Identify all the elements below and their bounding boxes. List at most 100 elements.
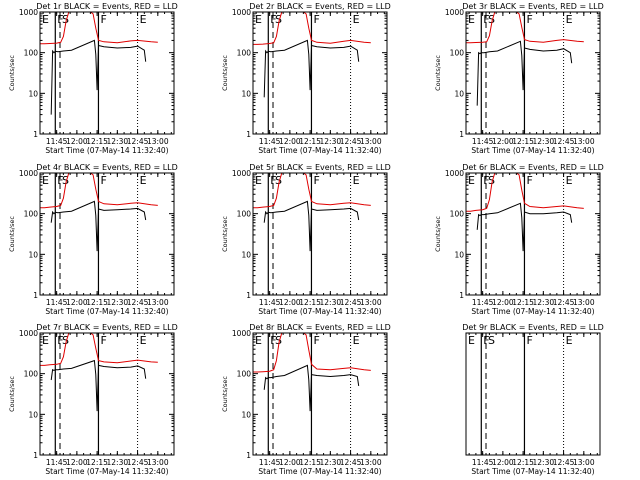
plot-frame (465, 172, 601, 296)
x-tick-label: 12:00 (279, 298, 301, 307)
marker-label-3: S (275, 174, 282, 187)
marker-label-4: F (100, 13, 106, 26)
y-tick-label: 1000 (232, 8, 251, 17)
x-tick-label: 13:00 (573, 458, 595, 467)
series-line-events (263, 39, 360, 98)
y-axis-label: Counts/sec (8, 216, 16, 252)
marker-label-4: F (100, 174, 106, 187)
x-tick-label: 13:00 (360, 458, 382, 467)
x-tick-label: 13:00 (147, 137, 169, 146)
x-tick-label: 12:30 (533, 137, 555, 146)
x-tick-label: 12:15 (86, 298, 108, 307)
x-tick-label: 13:00 (360, 298, 382, 307)
marker-label-1: E (42, 13, 49, 26)
marker-label-5: E (353, 334, 360, 347)
x-tick-label: 12:30 (107, 458, 129, 467)
x-tick-label: 12:45 (553, 298, 575, 307)
x-tick-label: 11:45 (46, 137, 68, 146)
plot-frame (465, 332, 601, 456)
chart-title: Det 6r BLACK = Events, RED = LLD (462, 163, 604, 172)
series-line-lld (253, 173, 371, 209)
x-tick-label: 12:30 (533, 458, 555, 467)
x-tick-label: 11:45 (259, 137, 281, 146)
marker-label-3: S (488, 174, 495, 187)
y-tick-label: 1 (246, 291, 251, 300)
y-tick-label: 1 (459, 130, 464, 139)
marker-label-1: E (42, 174, 49, 187)
plot-frame (39, 11, 175, 135)
marker-label-4: F (313, 174, 319, 187)
marker-label-5: E (566, 174, 573, 187)
y-tick-label: 1000 (232, 169, 251, 178)
x-axis-label: Start Time (07-May-14 11:32:40) (258, 146, 381, 155)
y-tick-label: 100 (450, 49, 465, 58)
x-tick-label: 12:15 (512, 298, 534, 307)
y-tick-label: 10 (28, 250, 38, 259)
x-tick-label: 12:30 (320, 458, 342, 467)
y-axis-label: Counts/sec (434, 55, 442, 91)
y-tick-label: 100 (237, 370, 252, 379)
x-tick-label: 13:00 (573, 298, 595, 307)
x-tick-label: 12:45 (340, 137, 362, 146)
x-tick-label: 12:00 (492, 298, 514, 307)
x-tick-label: 12:00 (66, 298, 88, 307)
x-tick-label: 12:15 (299, 137, 321, 146)
marker-label-2: F (270, 174, 276, 187)
y-tick-label: 1 (33, 291, 38, 300)
y-tick-label: 1000 (19, 169, 38, 178)
y-tick-label: 10 (28, 410, 38, 419)
marker-label-2: F (57, 13, 63, 26)
y-tick-label: 1000 (445, 169, 464, 178)
y-tick-label: 100 (237, 210, 252, 219)
marker-label-4: F (313, 13, 319, 26)
chart-title: Det 5r BLACK = Events, RED = LLD (249, 163, 391, 172)
y-tick-label: 1 (459, 291, 464, 300)
marker-label-4: F (526, 13, 532, 26)
x-tick-label: 12:00 (492, 137, 514, 146)
x-tick-label: 11:45 (259, 458, 281, 467)
x-tick-label: 12:45 (340, 458, 362, 467)
marker-label-2: F (270, 334, 276, 347)
x-tick-label: 12:45 (127, 298, 149, 307)
y-axis-label: Counts/sec (434, 216, 442, 252)
marker-label-5: E (353, 13, 360, 26)
y-tick-label: 100 (237, 49, 252, 58)
x-tick-label: 12:45 (127, 137, 149, 146)
series-line-events (50, 359, 147, 412)
x-axis-label: Start Time (07-May-14 11:32:40) (45, 467, 168, 476)
y-tick-label: 1 (246, 130, 251, 139)
marker-label-5: E (140, 174, 147, 187)
y-axis-label: Counts/sec (8, 55, 16, 91)
y-axis-label: Counts/sec (221, 216, 229, 252)
x-tick-label: 12:30 (107, 137, 129, 146)
y-tick-label: 1000 (232, 329, 251, 338)
chart-title: Det 4r BLACK = Events, RED = LLD (36, 163, 178, 172)
y-tick-label: 1 (33, 130, 38, 139)
x-axis-label: Start Time (07-May-14 11:32:40) (45, 307, 168, 316)
x-tick-label: 12:15 (512, 458, 534, 467)
x-tick-label: 12:00 (279, 137, 301, 146)
chart-title: Det 7r BLACK = Events, RED = LLD (36, 323, 178, 332)
series-line-lld (40, 333, 158, 366)
marker-label-2: F (57, 174, 63, 187)
marker-label-5: E (140, 334, 147, 347)
marker-label-2: F (483, 13, 489, 26)
x-axis-label: Start Time (07-May-14 11:32:40) (258, 467, 381, 476)
x-tick-label: 11:45 (472, 137, 494, 146)
marker-label-2: F (483, 334, 489, 347)
x-tick-label: 13:00 (573, 137, 595, 146)
plot-frame (252, 11, 388, 135)
y-tick-label: 10 (454, 250, 464, 259)
marker-label-5: E (566, 13, 573, 26)
x-tick-label: 12:15 (299, 458, 321, 467)
x-tick-label: 12:15 (86, 458, 108, 467)
x-tick-label: 13:00 (147, 298, 169, 307)
x-tick-label: 12:45 (127, 458, 149, 467)
marker-label-3: S (275, 334, 282, 347)
plot-frame (252, 332, 388, 456)
series-line-events (50, 200, 147, 252)
